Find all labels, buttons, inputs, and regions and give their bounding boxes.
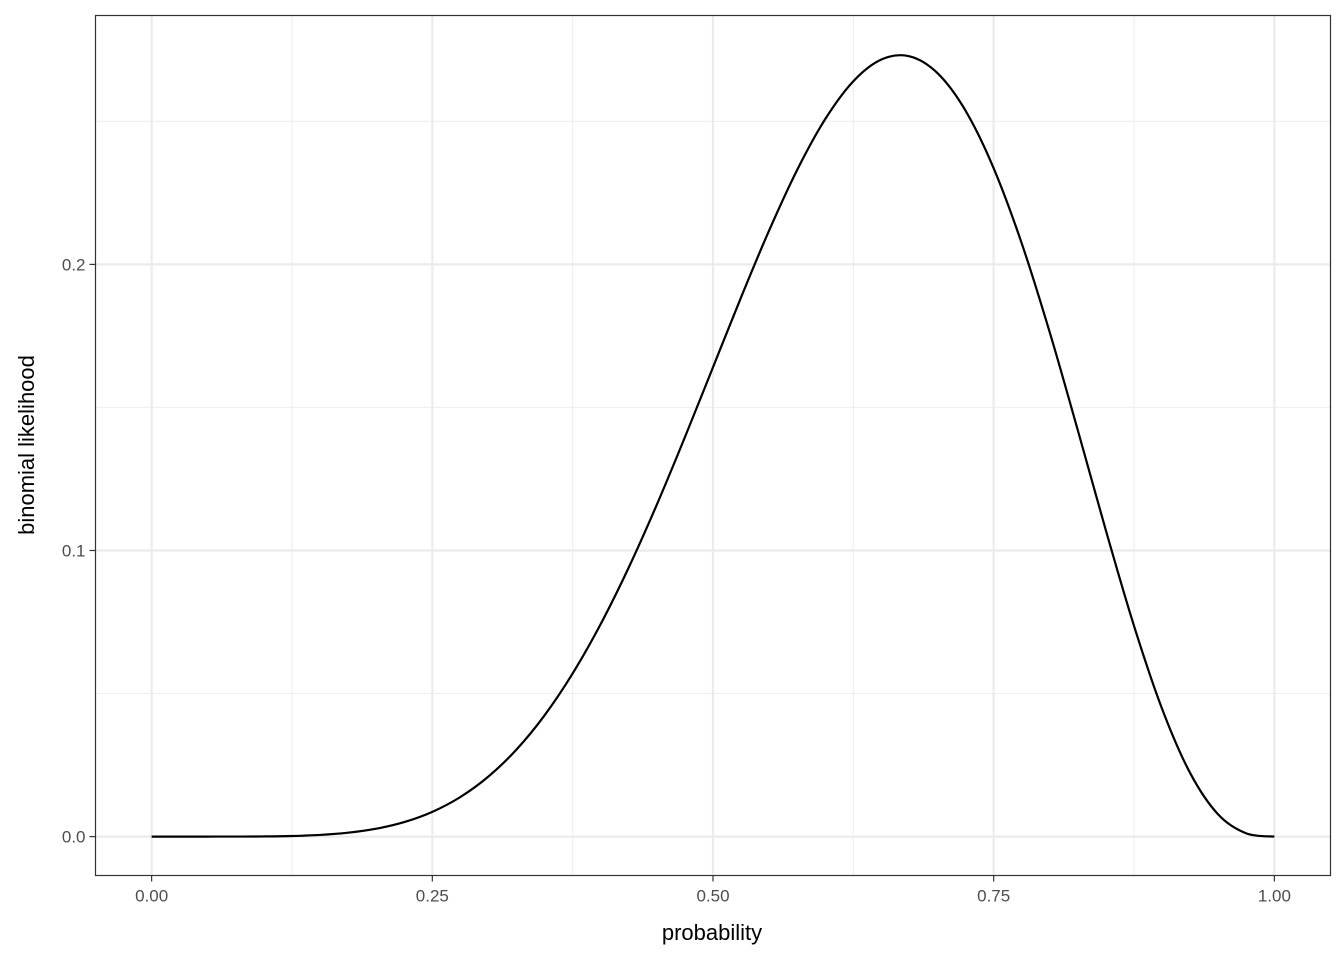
y-tick-label: 0.1	[62, 541, 86, 560]
x-tick-label: 0.75	[977, 887, 1010, 906]
y-axis: 0.0 0.1 0.2	[62, 255, 96, 847]
y-tick-label: 0.0	[62, 828, 86, 847]
x-tick-label: 0.50	[696, 887, 729, 906]
x-axis-title: probability	[662, 920, 762, 945]
x-axis: 0.00 0.25 0.50 0.75 1.00	[135, 875, 1291, 906]
y-axis-title: binomial likelihood	[14, 355, 39, 535]
x-tick-label: 0.00	[135, 887, 168, 906]
x-tick-label: 1.00	[1258, 887, 1291, 906]
major-gridlines	[95, 15, 1331, 876]
y-tick-label: 0.2	[62, 255, 86, 274]
likelihood-curve	[151, 54, 1275, 838]
x-tick-label: 0.25	[416, 887, 449, 906]
